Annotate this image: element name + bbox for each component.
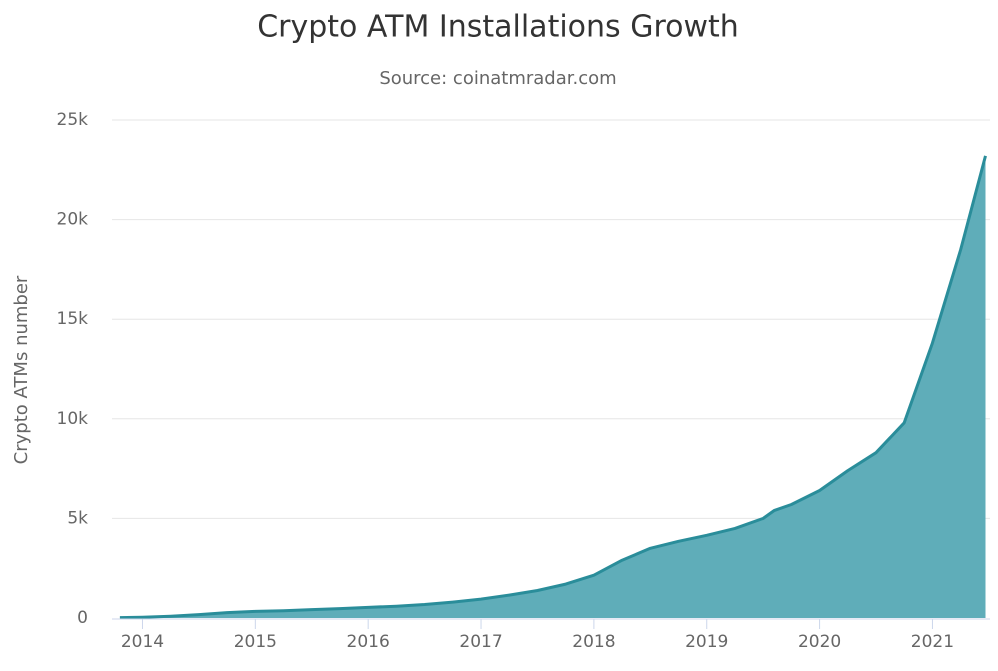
chart-subtitle: Source: coinatmradar.com [379, 68, 616, 89]
y-axis-label: Crypto ATMs number [11, 275, 32, 464]
x-tick-label: 2014 [121, 632, 164, 652]
y-tick-label: 15k [57, 309, 89, 329]
x-tick-label: 2015 [234, 632, 277, 652]
y-tick-label: 0 [77, 608, 88, 628]
y-tick-label: 10k [57, 409, 89, 429]
y-tick-label: 5k [67, 508, 88, 528]
x-tick-label: 2016 [347, 632, 390, 652]
x-tick-label: 2017 [459, 632, 502, 652]
x-tick-label: 2018 [572, 632, 615, 652]
y-tick-label: 20k [57, 210, 89, 230]
x-tick-label: 2021 [911, 632, 954, 652]
y-tick-label: 25k [57, 110, 89, 130]
x-tick-label: 2020 [798, 632, 841, 652]
x-tick-label: 2019 [685, 632, 728, 652]
area [119, 155, 986, 618]
line [119, 155, 987, 620]
chart-title: Crypto ATM Installations Growth [257, 10, 739, 45]
